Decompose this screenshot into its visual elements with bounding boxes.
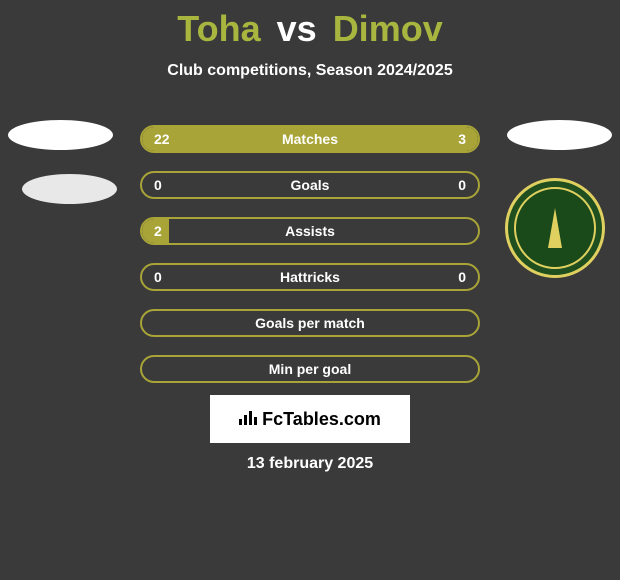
vs-text: vs	[277, 8, 317, 49]
player-left-avatar-shadow	[22, 174, 117, 204]
chart-icon	[239, 409, 259, 430]
player-left-name: Toha	[177, 8, 260, 49]
stat-label: Matches	[142, 131, 478, 147]
page-title: Toha vs Dimov	[0, 0, 620, 50]
stat-label: Min per goal	[142, 361, 478, 377]
stat-row-hattricks: 0 Hattricks 0	[140, 263, 480, 291]
club-badge-inner	[514, 187, 596, 269]
stats-container: 22 Matches 3 0 Goals 0 2 Assists 0 Hattr…	[140, 125, 480, 401]
club-badge-element	[548, 208, 562, 248]
stat-value-right: 0	[458, 269, 466, 285]
stat-value-right: 3	[458, 131, 466, 147]
date-text: 13 february 2025	[0, 455, 620, 473]
stat-label: Hattricks	[142, 269, 478, 285]
club-badge-icon	[505, 178, 605, 278]
stat-value-right: 0	[458, 177, 466, 193]
branding-badge[interactable]: FcTables.com	[210, 395, 410, 443]
stat-row-goals-per-match: Goals per match	[140, 309, 480, 337]
stat-row-goals: 0 Goals 0	[140, 171, 480, 199]
stat-label: Goals	[142, 177, 478, 193]
player-right-avatar	[507, 120, 612, 150]
stat-row-min-per-goal: Min per goal	[140, 355, 480, 383]
subtitle: Club competitions, Season 2024/2025	[0, 62, 620, 80]
player-left-avatar	[8, 120, 113, 150]
stat-row-assists: 2 Assists	[140, 217, 480, 245]
stat-label: Goals per match	[142, 315, 478, 331]
stat-row-matches: 22 Matches 3	[140, 125, 480, 153]
branding-text: FcTables.com	[262, 409, 381, 430]
stat-label: Assists	[142, 223, 478, 239]
player-right-name: Dimov	[333, 8, 443, 49]
